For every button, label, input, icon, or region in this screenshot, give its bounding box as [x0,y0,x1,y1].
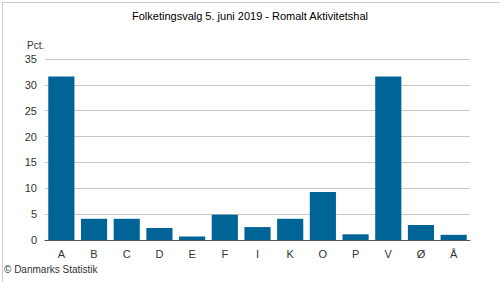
svg-text:F: F [221,248,228,260]
svg-text:15: 15 [25,156,37,168]
svg-text:5: 5 [31,208,37,220]
svg-text:35: 35 [25,53,37,65]
svg-text:B: B [90,248,97,260]
svg-text:10: 10 [25,182,37,194]
svg-text:D: D [155,248,163,260]
svg-text:20: 20 [25,131,37,143]
svg-text:P: P [352,248,359,260]
svg-text:C: C [123,248,131,260]
svg-text:30: 30 [25,79,37,91]
svg-text:E: E [188,248,195,260]
svg-text:Folketingsvalg 5. juni 2019 -: Folketingsvalg 5. juni 2019 - Romalt Akt… [132,10,368,22]
svg-text:O: O [319,248,328,260]
svg-text:0: 0 [31,234,37,246]
svg-text:25: 25 [25,105,37,117]
svg-text:Pct.: Pct. [27,40,44,51]
svg-text:Ø: Ø [417,248,426,260]
svg-text:V: V [385,248,393,260]
svg-text:© Danmarks Statistik: © Danmarks Statistik [4,264,99,275]
svg-text:A: A [58,248,66,260]
svg-text:I: I [256,248,259,260]
svg-text:K: K [287,248,295,260]
svg-text:Å: Å [450,248,458,260]
